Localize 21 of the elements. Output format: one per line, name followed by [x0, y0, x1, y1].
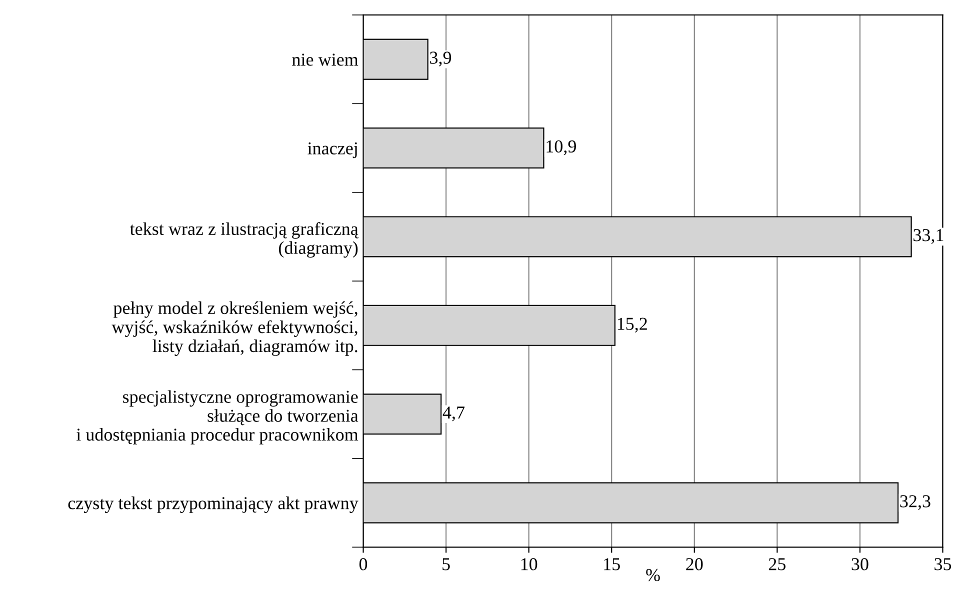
x-tick-label: 35: [934, 558, 952, 570]
data-label: 32,3: [900, 495, 930, 510]
y-tick-label: nie wiem: [292, 54, 358, 66]
x-tick-label: 30: [852, 558, 868, 570]
x-tick-label: 10: [521, 558, 538, 570]
x-tick-label: 25: [768, 558, 786, 570]
data-label: 15,2: [618, 318, 647, 333]
y-tick-label: inaczej: [308, 142, 357, 158]
data-label: 3,9: [430, 52, 452, 66]
x-tick-label: 5: [442, 558, 450, 570]
y-tick-label: pełny model z określeniem wejść, wyjść, wskaźników efektywności, listy działań, diagramów itp.: [112, 301, 358, 356]
data-label: 4,7: [442, 406, 465, 422]
x-axis-title: %: [646, 568, 660, 582]
x-tick-label: 15: [604, 558, 620, 570]
x-tick-label: 20: [686, 558, 703, 570]
x-tick-label: 0: [359, 558, 368, 570]
y-tick-label: czysty tekst przypominający akt prawny: [68, 496, 358, 513]
y-tick-label: tekst wraz z ilustracją graficzną (diagramy): [130, 222, 359, 258]
data-label: 33,1: [914, 229, 944, 244]
data-label: 10,9: [546, 140, 576, 156]
y-tick-label: specjalistyczne oprogramowanie służące do tworzenia i udostępniania procedur pracownikom: [76, 390, 358, 444]
